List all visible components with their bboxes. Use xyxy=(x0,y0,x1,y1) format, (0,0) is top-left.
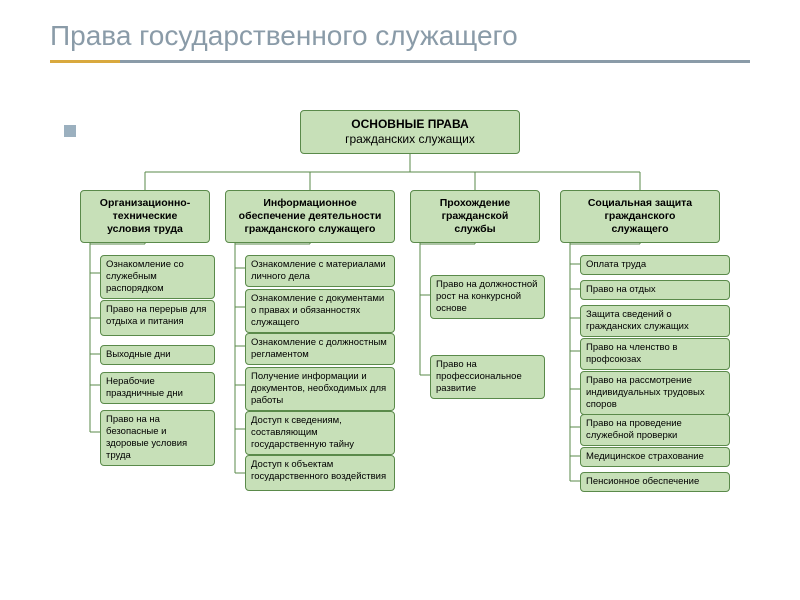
item-cat4-3: Право на членство в профсоюзах xyxy=(580,338,730,370)
item-cat4-0: Оплата труда xyxy=(580,255,730,275)
item-cat4-4: Право на рассмотрение индивидуальных тру… xyxy=(580,371,730,415)
item-cat1-0: Ознакомление со служебным распорядком xyxy=(100,255,215,299)
item-cat4-2: Защита сведений о гражданских служащих xyxy=(580,305,730,337)
item-cat1-2: Выходные дни xyxy=(100,345,215,365)
slide-title: Права государственного служащего xyxy=(0,0,800,60)
item-cat1-3: Нерабочие праздничные дни xyxy=(100,372,215,404)
item-cat2-1: Ознакомление с документами о правах и об… xyxy=(245,289,395,333)
item-cat4-1: Право на отдых xyxy=(580,280,730,300)
item-cat2-4: Доступ к сведениям, составляющим государ… xyxy=(245,411,395,455)
item-cat1-1: Право на перерыв для отдыха и питания xyxy=(100,300,215,336)
item-cat3-0: Право на должностной рост на конкурсной … xyxy=(430,275,545,319)
item-cat1-4: Право на на безопасные и здоровые услови… xyxy=(100,410,215,466)
root-box: ОСНОВНЫЕ ПРАВАгражданских служащих xyxy=(300,110,520,154)
item-cat4-7: Пенсионное обеспечение xyxy=(580,472,730,492)
category-cat1: Организационно-техническиеусловия труда xyxy=(80,190,210,243)
category-cat2: Информационноеобеспечение деятельностигр… xyxy=(225,190,395,243)
category-cat4: Социальная защитагражданскогослужащего xyxy=(560,190,720,243)
item-cat2-3: Получение информации и документов, необх… xyxy=(245,367,395,411)
item-cat2-0: Ознакомление с материалами личного дела xyxy=(245,255,395,287)
category-cat3: Прохождениегражданскойслужбы xyxy=(410,190,540,243)
title-underline xyxy=(50,60,750,63)
item-cat2-2: Ознакомление с должностным регламентом xyxy=(245,333,395,365)
item-cat3-1: Право на профессиональное развитие xyxy=(430,355,545,399)
item-cat4-5: Право на проведение служебной проверки xyxy=(580,414,730,446)
item-cat4-6: Медицинское страхование xyxy=(580,447,730,467)
diagram: ОСНОВНЫЕ ПРАВАгражданских служащих Органи… xyxy=(60,100,760,580)
item-cat2-5: Доступ к объектам государственного возде… xyxy=(245,455,395,491)
